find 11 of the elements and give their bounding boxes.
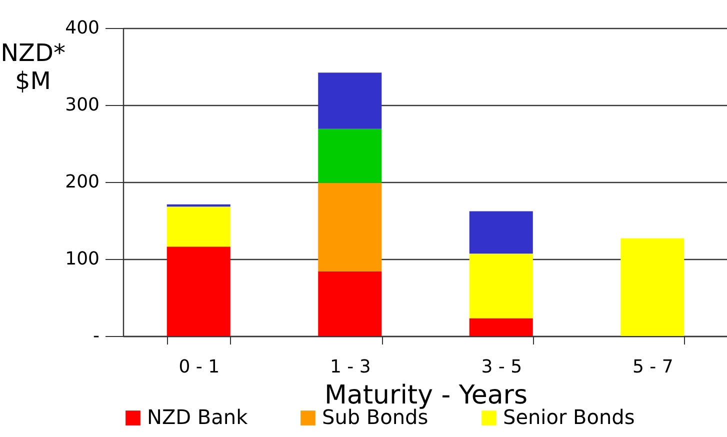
y-axis-title: NZD* $M xyxy=(0,39,66,95)
y-tick-label: 400 xyxy=(65,18,100,38)
y-tick-label: - xyxy=(93,326,100,346)
x-tick-label: 5 - 7 xyxy=(632,356,674,378)
y-tick-label: 100 xyxy=(65,248,100,270)
x-tick-label: 0 - 1 xyxy=(178,356,220,378)
x-tick-label: 3 - 5 xyxy=(481,356,522,378)
legend-label: NZD Bank xyxy=(147,405,248,429)
y-tick-label: 200 xyxy=(65,172,100,192)
x-tick-label: 1 - 3 xyxy=(330,356,371,378)
y-tick-label: 300 xyxy=(65,94,100,116)
